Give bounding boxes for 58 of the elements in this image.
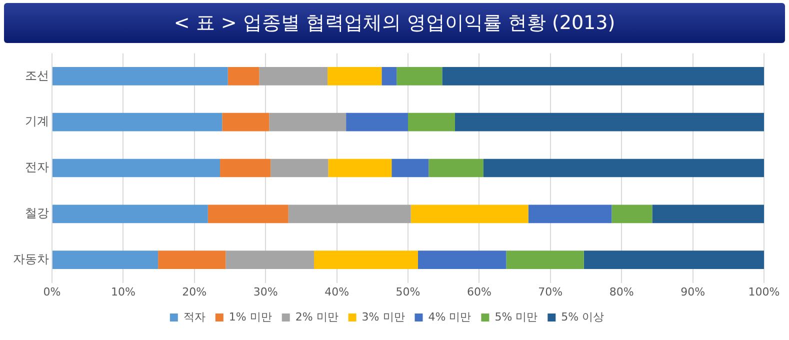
x-tick-label: 10% — [110, 285, 136, 298]
x-tick-label: 60% — [466, 285, 492, 298]
bar — [228, 66, 260, 86]
bar — [269, 112, 346, 132]
y-tick-label: 전자 — [25, 160, 49, 174]
y-tick-label: 자동차 — [13, 252, 49, 266]
bar — [410, 204, 528, 224]
bar — [408, 112, 455, 132]
bar — [222, 112, 270, 132]
bar — [454, 112, 764, 132]
chart-title: < 표 > 업종별 협력업체의 영업이익률 현황 (2013) — [174, 11, 616, 36]
bar — [442, 66, 764, 86]
bar — [382, 66, 397, 86]
y-tick-label: 조선 — [25, 68, 49, 82]
x-tick-label: 30% — [253, 285, 278, 298]
bar — [428, 158, 484, 178]
bar — [328, 158, 392, 178]
bar — [392, 158, 429, 178]
bar — [52, 66, 228, 86]
legend-label: 1% 미만 — [228, 310, 272, 324]
bar — [584, 250, 764, 270]
bar — [314, 250, 418, 270]
x-tick-label: 80% — [609, 285, 634, 298]
legend-label: 2% 미만 — [295, 310, 338, 324]
bar — [270, 158, 328, 178]
y-tick-label: 철강 — [25, 206, 49, 220]
x-tick-label: 0% — [43, 285, 61, 298]
bar — [226, 250, 314, 270]
y-tick-label: 기계 — [25, 114, 49, 128]
legend-label: 5% 미만 — [494, 310, 538, 324]
legend-label: 5% 이상 — [561, 310, 604, 324]
x-tick-label: 40% — [324, 285, 350, 298]
x-tick-label: 100% — [748, 285, 780, 298]
bar — [208, 204, 288, 224]
x-tick-label: 50% — [396, 285, 420, 298]
bar — [52, 250, 158, 270]
x-tick-label: 90% — [680, 285, 706, 298]
bar — [259, 66, 328, 86]
x-tick-label: 20% — [182, 285, 207, 298]
x-tick-label: 70% — [538, 285, 563, 298]
bar — [346, 112, 408, 132]
bar — [396, 66, 442, 86]
bar — [158, 250, 226, 270]
bar — [328, 66, 382, 86]
bar — [52, 204, 208, 224]
bar — [506, 250, 584, 270]
bar — [220, 158, 271, 178]
bar — [612, 204, 652, 224]
bar — [652, 204, 764, 224]
bar — [483, 158, 764, 178]
bar — [528, 204, 612, 224]
bar — [52, 158, 220, 178]
bar — [52, 112, 222, 132]
legend-label: 4% 미만 — [428, 310, 472, 324]
legend-label: 3% 미만 — [362, 310, 405, 324]
bar — [418, 250, 506, 270]
bar — [288, 204, 411, 224]
legend-label: 적자 — [183, 310, 206, 324]
